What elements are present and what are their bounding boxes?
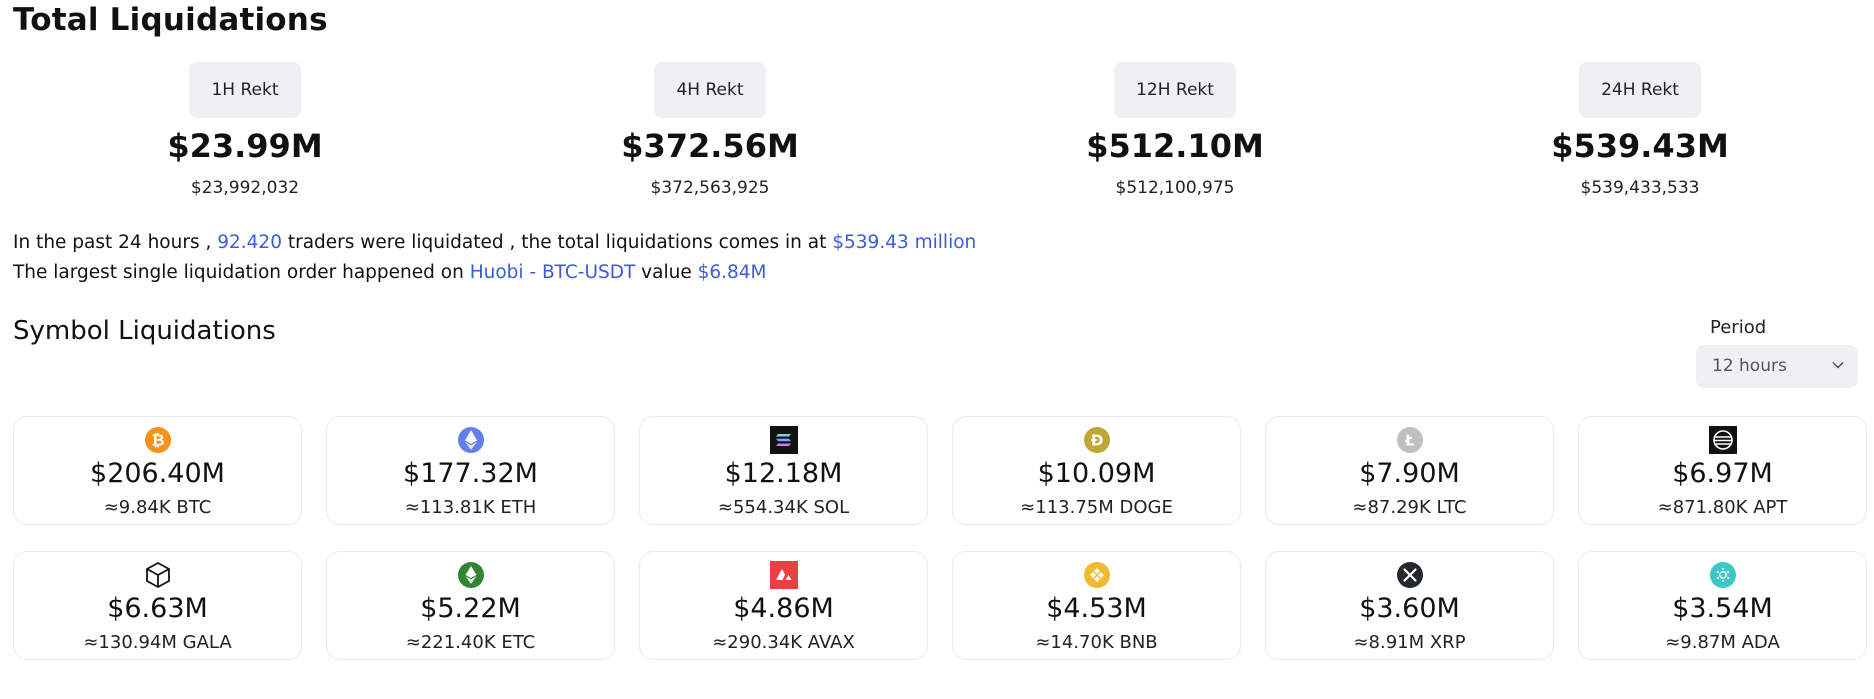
liquidation-summary: In the past 24 hours , 92.420 traders we…: [13, 228, 976, 288]
symbol-card-apt[interactable]: $6.97M ≈871.80K APT: [1578, 416, 1867, 525]
rekt-1h: 1H Rekt $23.99M $23,992,032: [45, 62, 445, 198]
symbol-amount: ≈221.40K ETC: [405, 632, 536, 653]
symbol-amount: ≈290.34K AVAX: [712, 632, 855, 653]
symbol-value: $4.53M: [1046, 593, 1147, 624]
rekt-12h: 12H Rekt $512.10M $512,100,975: [975, 62, 1375, 198]
summary-text: The largest single liquidation order hap…: [13, 262, 470, 283]
ethereum-classic-icon: [457, 562, 484, 588]
symbol-value: $206.40M: [90, 458, 225, 489]
summary-text: traders were liquidated , the total liqu…: [281, 232, 833, 253]
symbol-card-ltc[interactable]: Ł $7.90M ≈87.29K LTC: [1265, 416, 1554, 525]
symbol-amount: ≈113.81K ETH: [404, 497, 537, 518]
symbol-value: $4.86M: [733, 593, 834, 624]
symbol-card-sol[interactable]: $12.18M ≈554.34K SOL: [639, 416, 928, 525]
rekt-1h-exact: $23,992,032: [190, 178, 300, 198]
rekt-summary: 1H Rekt $23.99M $23,992,032 4H Rekt $372…: [0, 62, 1874, 202]
symbol-card-btc[interactable]: ₿ $206.40M ≈9.84K BTC: [13, 416, 302, 525]
symbol-amount: ≈554.34K SOL: [717, 497, 850, 518]
symbol-value: $3.60M: [1359, 593, 1460, 624]
ethereum-icon: [457, 427, 484, 453]
summary-line-1: In the past 24 hours , 92.420 traders we…: [13, 228, 976, 258]
bitcoin-icon: ₿: [144, 427, 171, 453]
section-title: Symbol Liquidations: [13, 316, 276, 346]
symbol-value: $10.09M: [1037, 458, 1156, 489]
symbol-amount: ≈9.84K BTC: [103, 497, 212, 518]
symbol-value: $177.32M: [403, 458, 538, 489]
rekt-24h-tab[interactable]: 24H Rekt: [1579, 62, 1701, 118]
svg-text:Ð: Ð: [1090, 432, 1103, 450]
symbol-card-ada[interactable]: $3.54M ≈9.87M ADA: [1578, 551, 1867, 660]
symbol-value: $12.18M: [724, 458, 843, 489]
symbol-card-doge[interactable]: Ð $10.09M ≈113.75M DOGE: [952, 416, 1241, 525]
rekt-4h-value: $372.56M: [621, 127, 799, 165]
solana-icon: [769, 426, 798, 454]
symbol-amount: ≈130.94M GALA: [83, 632, 232, 653]
symbol-amount: ≈87.29K LTC: [1352, 497, 1467, 518]
aptos-icon: [1708, 426, 1737, 454]
traders-count: 92.420: [217, 232, 282, 253]
litecoin-icon: Ł: [1396, 427, 1423, 453]
rekt-4h: 4H Rekt $372.56M $372,563,925: [510, 62, 910, 198]
symbol-value: $6.63M: [107, 593, 208, 624]
svg-text:Ł: Ł: [1404, 432, 1415, 450]
rekt-12h-value: $512.10M: [1086, 127, 1264, 165]
symbol-card-xrp[interactable]: $3.60M ≈8.91M XRP: [1265, 551, 1554, 660]
symbol-amount: ≈8.91M XRP: [1353, 632, 1466, 653]
summary-line-2: The largest single liquidation order hap…: [13, 258, 976, 288]
period-value: 12 hours: [1712, 356, 1787, 376]
summary-text: In the past 24 hours ,: [13, 232, 218, 253]
symbol-value: $5.22M: [420, 593, 521, 624]
rekt-12h-tab[interactable]: 12H Rekt: [1114, 62, 1236, 118]
avalanche-icon: [769, 561, 798, 589]
largest-order-market-link[interactable]: Huobi - BTC-USDT: [469, 262, 636, 283]
bnb-icon: [1083, 562, 1110, 588]
xrp-icon: [1396, 562, 1423, 588]
total-liquidations: $539.43 million: [832, 232, 977, 253]
symbol-card-bnb[interactable]: $4.53M ≈14.70K BNB: [952, 551, 1241, 660]
symbol-amount: ≈14.70K BNB: [1035, 632, 1158, 653]
rekt-12h-exact: $512,100,975: [1115, 178, 1235, 198]
symbol-amount: ≈9.87M ADA: [1665, 632, 1780, 653]
symbol-amount: ≈113.75M DOGE: [1020, 497, 1173, 518]
rekt-24h: 24H Rekt $539.43M $539,433,533: [1440, 62, 1840, 198]
rekt-4h-tab[interactable]: 4H Rekt: [654, 62, 766, 118]
rekt-24h-value: $539.43M: [1551, 127, 1729, 165]
period-label: Period: [1710, 317, 1767, 338]
chevron-down-icon: [1832, 362, 1844, 369]
symbol-value: $6.97M: [1672, 458, 1773, 489]
gala-icon: [145, 561, 170, 589]
largest-order-value: $6.84M: [697, 262, 767, 283]
rekt-4h-exact: $372,563,925: [650, 178, 770, 198]
page-title: Total Liquidations: [13, 2, 328, 38]
rekt-24h-exact: $539,433,533: [1580, 178, 1700, 198]
summary-text: value: [635, 262, 698, 283]
symbol-value: $7.90M: [1359, 458, 1460, 489]
rekt-1h-tab[interactable]: 1H Rekt: [189, 62, 301, 118]
svg-text:₿: ₿: [151, 431, 164, 450]
symbol-card-gala[interactable]: $6.63M ≈130.94M GALA: [13, 551, 302, 660]
symbol-amount: ≈871.80K APT: [1657, 497, 1788, 518]
dogecoin-icon: Ð: [1083, 427, 1110, 453]
symbol-card-eth[interactable]: $177.32M ≈113.81K ETH: [326, 416, 615, 525]
symbol-value: $3.54M: [1672, 593, 1773, 624]
symbol-card-etc[interactable]: $5.22M ≈221.40K ETC: [326, 551, 615, 660]
rekt-1h-value: $23.99M: [167, 127, 323, 165]
symbol-card-avax[interactable]: $4.86M ≈290.34K AVAX: [639, 551, 928, 660]
cardano-icon: [1709, 562, 1736, 588]
period-select[interactable]: 12 hours: [1696, 345, 1858, 388]
